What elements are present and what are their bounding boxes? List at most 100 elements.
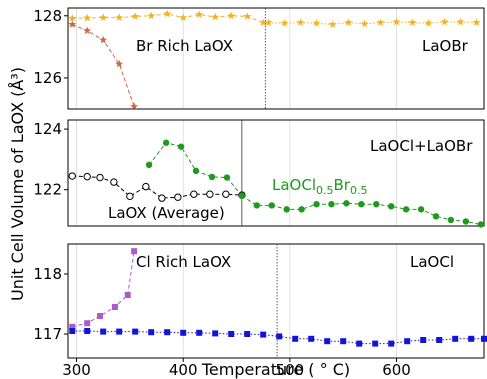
panel-1-series-0-point-7: [179, 13, 188, 22]
panel-1-series-2-point-0: [68, 20, 77, 28]
panel-1-series-0-point-3: [115, 13, 124, 22]
panel-3-series-1-point-2: [100, 328, 107, 335]
panel-1-series-0-point-8: [195, 10, 204, 18]
panel-2-series-0-point-6: [158, 194, 166, 202]
panel-3-y-tick-label-0: 117: [33, 325, 62, 343]
panel-1-series-0-point-4: [131, 12, 140, 20]
panel-3-series-0-point-3: [111, 304, 118, 310]
y-axis-label: Unit Cell Volume of LaOX (Å³): [8, 67, 27, 301]
panel-3-series-1-point-4: [132, 328, 139, 335]
annotation-laocl-laobr: LaOCl+LaOBr: [370, 137, 473, 155]
annotation-laocl: LaOCl: [410, 253, 454, 271]
panel-3-series-0-point-0: [69, 323, 76, 330]
panel-1-y-tick-label-1: 128: [33, 7, 62, 25]
panel-3-series-1-point-20: [388, 340, 395, 347]
panel-2-y-tick-label-0: 122: [33, 181, 62, 199]
panel-2-series-2-point-14: [447, 216, 455, 224]
panel-3-series-0-point-4: [124, 292, 131, 298]
panel-1-series-0-point-5: [147, 11, 156, 20]
panel-3-y-tick-label-1: 118: [33, 265, 62, 283]
panel-1-series-1-point-1: [280, 19, 289, 27]
x-tick-label-2: 500: [276, 361, 305, 379]
panel-1-series-1-point-6: [360, 19, 369, 28]
x-tick-label-1: 400: [169, 361, 198, 379]
panel-1-series-0-point-1: [83, 13, 92, 22]
panel-1-series-0-point-11: [243, 12, 252, 20]
panel-2-series-1-point-0: [145, 161, 153, 169]
panel-3-series-1-point-3: [116, 328, 123, 335]
annotation-br-rich: Br Rich LaOX: [136, 37, 233, 55]
panel-3-series-1-point-14: [292, 335, 299, 342]
panel-1-series-0-point-0: [68, 14, 77, 22]
panel-1-series-1-point-0: [264, 18, 273, 26]
panel-br-rich: 126 128 Br Rich LaOX LaOBr: [33, 7, 485, 110]
panel-3-series-1-point-17: [340, 338, 347, 345]
panel-2-series-1-point-4: [208, 173, 216, 181]
annotation-cl-rich: Cl Rich LaOX: [136, 253, 231, 271]
annotation-laox-average: LaOX (Average): [108, 204, 225, 222]
panel-3-series-1-point-16: [324, 338, 331, 345]
panel-2-series-2-point-2: [268, 202, 275, 209]
panel-2-series-2-point-9: [373, 200, 380, 208]
panel-3-series-1-point-26: [481, 335, 487, 342]
panel-1-series-1-point-4: [328, 20, 337, 28]
panel-3-series-1-point-15: [308, 335, 315, 342]
panel-1-series-1-point-13: [472, 18, 481, 26]
panel-1-series-0-point-6: [163, 9, 172, 18]
panel-1-series-1-point-11: [440, 17, 449, 26]
panel-2-series-2-point-0: [238, 192, 246, 199]
panel-3-series-1-point-5: [148, 329, 155, 336]
panel-3-frame: [67, 243, 485, 359]
panel-3-series-0-point-2: [97, 313, 103, 319]
panel-1-y-tick-label-0: 126: [33, 69, 62, 87]
panel-2-series-2-point-1: [253, 202, 260, 209]
x-axis-label: Temperature ( ° C): [201, 360, 350, 379]
panel-1-series-1-point-10: [424, 19, 433, 27]
panel-2-series-2-point-13: [432, 213, 440, 220]
panel-2-series-0-point-9: [206, 190, 214, 198]
panel-3-series-1-point-23: [436, 337, 443, 343]
panel-3-series-1-point-25: [468, 335, 475, 342]
panel-2-series-1-point-2: [177, 143, 185, 150]
panel-3-series-1-point-21: [404, 338, 411, 345]
panel-2-series-2-point-10: [388, 203, 395, 210]
x-tick-label-3: 600: [382, 361, 411, 379]
panel-1-frame: [67, 7, 485, 110]
panel-cl-rich: 117 118 Cl Rich LaOX LaOCl: [33, 243, 487, 359]
panel-3-series-0-point-1: [84, 320, 91, 327]
panel-3-series-1-point-10: [228, 331, 235, 337]
panel-2-series-0-point-4: [126, 192, 134, 201]
panel-2-series-2-point-3: [283, 206, 290, 213]
panel-1-series-1-point-8: [392, 17, 401, 26]
panel-2-series-2-point-7: [343, 200, 350, 207]
panel-3-series-1-point-6: [164, 329, 171, 336]
panel-1-series-1-point-12: [456, 17, 465, 26]
panel-1-series-2-point-3: [115, 59, 124, 68]
panel-1-series-2-point-1: [83, 26, 92, 35]
panel-1-series-1-point-9: [408, 18, 417, 26]
panel-2-series-0-point-10: [222, 190, 230, 198]
panel-2-series-1-point-1: [162, 139, 170, 146]
panel-2-series-2-point-6: [328, 200, 335, 208]
panel-1-series-2-point-4: [130, 102, 139, 110]
panel-2-series-2-point-16: [477, 221, 484, 228]
panel-2-series-0-point-0: [68, 172, 76, 180]
panel-3-series-1-point-19: [372, 340, 379, 347]
annotation-laocl05br05: LaOCl0.5Br0.5: [272, 176, 367, 197]
panel-2-series-2-line: [241, 195, 481, 225]
panel-1-series-2-point-2: [99, 35, 108, 44]
panel-mixed: 122 124 LaOCl+LaOBr LaOX (Average) LaOCl0…: [33, 119, 485, 228]
panel-1-series-0-point-9: [211, 12, 220, 21]
x-tick-label-0: 300: [62, 361, 91, 379]
panel-3-series-0-line: [72, 251, 135, 328]
panel-3-series-1-point-12: [260, 331, 267, 338]
panel-1-series-0-point-2: [99, 13, 108, 22]
panel-3-series-0-point-5: [131, 248, 138, 255]
panel-2-series-0-point-3: [110, 178, 118, 186]
panel-1-series-1-point-5: [344, 18, 353, 26]
panel-3-series-1-point-24: [452, 335, 459, 342]
panel-2-series-2-point-8: [358, 200, 365, 208]
panel-2-series-0-point-1: [83, 172, 91, 181]
panel-3-series-1-point-1: [84, 328, 91, 334]
